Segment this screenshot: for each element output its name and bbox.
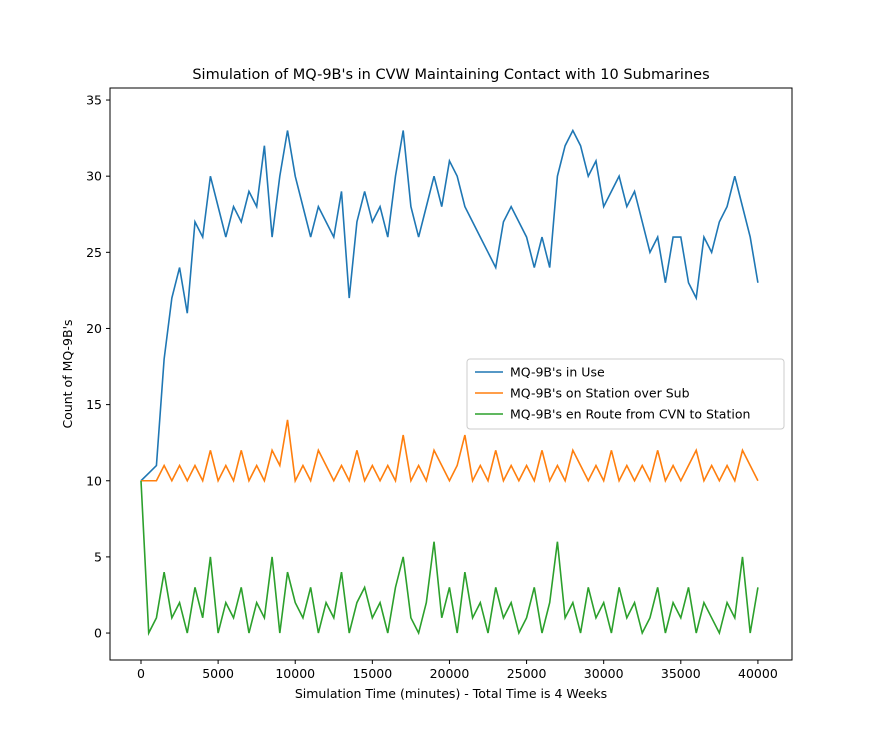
y-tick-label: 0 xyxy=(94,626,102,641)
x-tick-label: 40000 xyxy=(738,666,778,681)
y-tick-label: 15 xyxy=(86,397,102,412)
y-tick-label: 5 xyxy=(94,549,102,564)
x-tick-label: 25000 xyxy=(507,666,547,681)
chart-title: Simulation of MQ-9B's in CVW Maintaining… xyxy=(192,67,709,83)
y-tick-label: 35 xyxy=(86,93,102,108)
x-tick-label: 5000 xyxy=(202,666,234,681)
data-line xyxy=(140,128,759,482)
y-tick-label: 10 xyxy=(86,473,102,488)
axes-frame xyxy=(109,87,793,661)
legend-label: MQ-9B's on Station over Sub xyxy=(510,386,690,401)
x-axis-label: Simulation Time (minutes) - Total Time i… xyxy=(295,686,607,701)
legend-box xyxy=(466,358,785,430)
y-tick-label: 30 xyxy=(86,169,102,184)
x-tick-label: 35000 xyxy=(661,666,701,681)
y-tick-label: 25 xyxy=(86,245,102,260)
x-tick-label: 20000 xyxy=(430,666,470,681)
legend-label: MQ-9B's en Route from CVN to Station xyxy=(510,407,750,422)
x-tick-label: 10000 xyxy=(275,666,315,681)
data-line xyxy=(141,419,759,484)
x-tick-label: 30000 xyxy=(584,666,624,681)
y-axis-label: Count of MQ-9B's xyxy=(60,319,75,428)
x-tick-label: 0 xyxy=(137,666,145,681)
y-tick-label: 20 xyxy=(86,321,102,336)
legend: MQ-9B's in Use MQ-9B's on Station over Su… xyxy=(466,358,785,430)
legend-label: MQ-9B's in Use xyxy=(510,365,605,380)
x-tick-label: 15000 xyxy=(352,666,392,681)
data-line xyxy=(140,480,759,637)
